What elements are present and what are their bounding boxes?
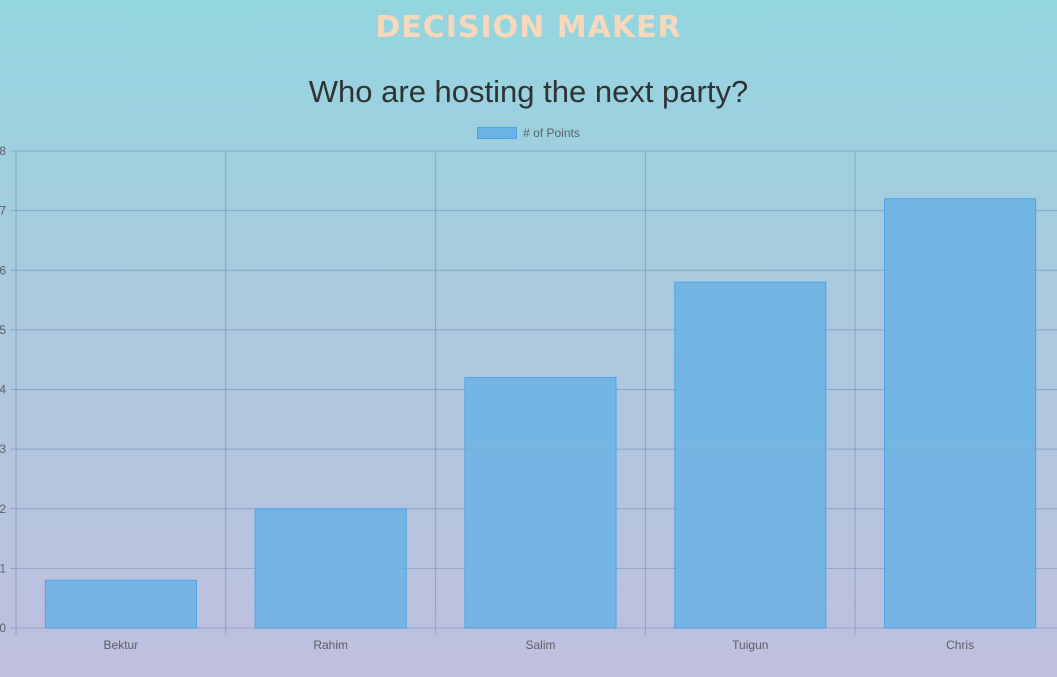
y-tick-label: 6 (0, 263, 6, 277)
legend-swatch (477, 127, 518, 139)
y-tick-label: 0 (0, 621, 6, 635)
y-tick-label: 4 (0, 383, 6, 397)
x-tick-label: Rahim (313, 638, 348, 652)
app-title: Decision Maker (375, 10, 682, 45)
y-tick-label: 2 (0, 502, 6, 516)
legend-label: # of Points (523, 126, 580, 140)
bar-chris (884, 198, 1037, 629)
y-tick-label: 8 (0, 144, 6, 158)
bar-bektur (44, 579, 197, 629)
x-tick-label: Chris (946, 638, 974, 652)
y-tick-label: 1 (0, 561, 6, 575)
chart-legend[interactable]: # of Points (0, 126, 1057, 140)
bar-tuigun (674, 281, 827, 629)
x-tick-label: Salim (525, 638, 555, 652)
chart-title: Who are hosting the next party? (308, 74, 749, 109)
y-tick-label: 7 (0, 204, 6, 218)
bar-rahim (254, 508, 407, 629)
y-tick-label: 3 (0, 442, 6, 456)
bar-salim (464, 377, 617, 629)
y-tick-label: 5 (0, 323, 6, 337)
x-tick-label: Tuigun (732, 638, 768, 652)
x-tick-label: Bektur (104, 638, 139, 652)
